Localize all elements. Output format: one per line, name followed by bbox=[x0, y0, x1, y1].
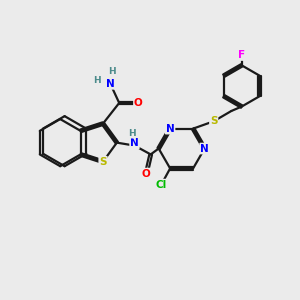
Text: H: H bbox=[108, 67, 116, 76]
Text: N: N bbox=[106, 79, 115, 89]
Text: N: N bbox=[166, 124, 175, 134]
Text: F: F bbox=[238, 50, 245, 60]
Text: S: S bbox=[210, 116, 218, 126]
Text: O: O bbox=[134, 98, 143, 108]
Text: S: S bbox=[99, 157, 107, 167]
Text: N: N bbox=[130, 138, 139, 148]
Text: O: O bbox=[142, 169, 151, 178]
Text: H: H bbox=[93, 76, 101, 85]
Text: Cl: Cl bbox=[156, 180, 167, 190]
Text: N: N bbox=[200, 143, 209, 154]
Text: H: H bbox=[128, 129, 135, 138]
